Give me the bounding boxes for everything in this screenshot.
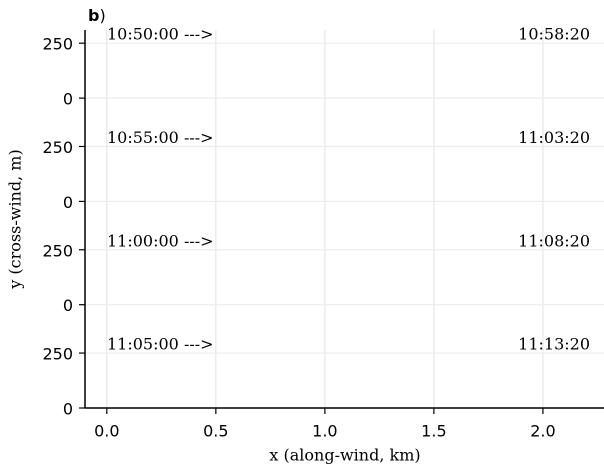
- y-axis-title: y (cross-wind, m): [6, 149, 25, 289]
- y-tick-label: 250: [42, 345, 73, 364]
- x-tick-label: 0.5: [203, 422, 228, 441]
- row-start-label: 11:00:00 --->: [107, 231, 214, 250]
- x-axis-title: x (along-wind, km): [269, 446, 420, 465]
- x-tick-label: 2.0: [530, 422, 555, 441]
- panel-label: b): [88, 6, 106, 25]
- y-tick-label: 0: [63, 193, 73, 212]
- y-tick-label: 0: [63, 90, 73, 109]
- y-tick-label: 0: [63, 400, 73, 419]
- row-end-label: 11:03:20: [518, 128, 590, 147]
- x-tick-label: 0.0: [94, 422, 119, 441]
- row-start-label: 10:55:00 --->: [107, 128, 214, 147]
- x-tick-label: 1.0: [312, 422, 337, 441]
- row-end-label: 10:58:20: [518, 25, 590, 44]
- panel-paren: ): [99, 6, 105, 25]
- row-start-label: 10:50:00 --->: [107, 25, 214, 44]
- y-tick-label: 0: [63, 296, 73, 315]
- x-tick-label: 1.5: [421, 422, 446, 441]
- y-tick-label: 250: [42, 241, 73, 260]
- row-end-label: 11:13:20: [518, 335, 590, 354]
- panel-letter: b: [88, 6, 99, 25]
- row-end-label: 11:08:20: [518, 231, 590, 250]
- y-tick-label: 250: [42, 138, 73, 157]
- row-start-label: 11:05:00 --->: [107, 335, 214, 354]
- y-tick-label: 250: [42, 35, 73, 54]
